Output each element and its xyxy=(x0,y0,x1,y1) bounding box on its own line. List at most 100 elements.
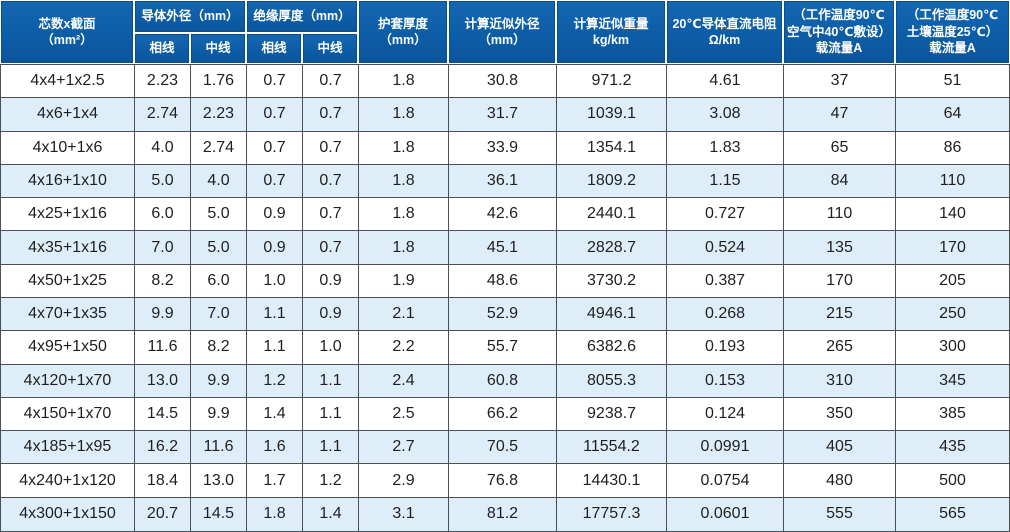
table-cell: 0.193 xyxy=(667,331,784,365)
header-line: 绝缘厚度（mm） xyxy=(253,9,351,24)
table-cell: 4.0 xyxy=(191,164,247,199)
table-cell: 4x240+1x120 xyxy=(1,464,135,498)
table-cell: 170 xyxy=(896,231,1009,265)
table-cell: 4x185+1x95 xyxy=(1,431,135,465)
table-cell: 51 xyxy=(896,65,1009,99)
table-cell: 170 xyxy=(784,264,896,298)
table-cell: 36.1 xyxy=(449,164,557,199)
table-cell: 0.7 xyxy=(247,65,303,99)
table-cell: 30.8 xyxy=(449,65,557,99)
table-cell: 3.1 xyxy=(359,497,449,531)
table-cell: 9.9 xyxy=(191,397,247,432)
table-cell: 4x150+1x70 xyxy=(1,397,135,432)
table-cell: 1.8 xyxy=(359,164,449,199)
table-cell: 1.76 xyxy=(191,65,247,99)
header-line: 芯数x截面 xyxy=(38,16,96,31)
table-cell: 0.0754 xyxy=(667,464,784,498)
table-cell: 0.7 xyxy=(303,65,359,99)
header-dc-resistance: 20℃导体直流电阻 Ω/km xyxy=(666,0,783,64)
header-phase-wire: 相线 xyxy=(134,33,190,64)
table-cell: 17757.3 xyxy=(557,497,667,531)
table-cell: 4.61 xyxy=(667,65,784,99)
table-header: 芯数x截面 （mm²） 导体外径（mm） 绝缘厚度（mm） 相线 中线 相线 中… xyxy=(0,0,1010,64)
table-cell: 480 xyxy=(784,464,896,498)
table-cell: 1.4 xyxy=(303,497,359,531)
table-cell: 1.83 xyxy=(667,131,784,165)
table-cell: 81.2 xyxy=(449,497,557,531)
table-cell: 0.7 xyxy=(247,98,303,132)
table-cell: 3.08 xyxy=(667,98,784,132)
table-cell: 1.0 xyxy=(303,331,359,365)
table-cell: 8.2 xyxy=(135,264,191,298)
table-cell: 2.5 xyxy=(359,397,449,432)
header-line: 相线 xyxy=(149,41,175,56)
table-cell: 60.8 xyxy=(449,364,557,398)
header-line: 计算近似外径 xyxy=(464,16,540,31)
table-cell: 14.5 xyxy=(135,397,191,432)
table-cell: 2440.1 xyxy=(557,198,667,232)
table-cell: 20.7 xyxy=(135,497,191,531)
table-cell: 1.1 xyxy=(303,397,359,432)
table-cell: 215 xyxy=(784,297,896,332)
header-line: 导体外径（mm） xyxy=(141,9,239,24)
table-cell: 971.2 xyxy=(557,65,667,99)
table-cell: 9.9 xyxy=(191,364,247,398)
header-insulation-group: 绝缘厚度（mm） xyxy=(246,0,358,33)
table-cell: 405 xyxy=(784,431,896,465)
table-cell: 31.7 xyxy=(449,98,557,132)
header-line: 载流量A xyxy=(929,41,976,56)
table-cell: 37 xyxy=(784,65,896,99)
table-cell: 2.23 xyxy=(191,98,247,132)
header-line: 相线 xyxy=(261,41,287,56)
table-cell: 140 xyxy=(896,198,1009,232)
header-line: 载流量A xyxy=(815,41,863,56)
table-cell: 0.7 xyxy=(303,231,359,265)
table-cell: 4x25+1x16 xyxy=(1,198,135,232)
table-body: 4x4+1x2.5 2.23 1.76 0.7 0.7 1.8 30.8 971.2 4.61 3… xyxy=(0,64,1010,532)
table-cell: 350 xyxy=(784,397,896,432)
header-line: kg/km xyxy=(592,33,630,47)
table-cell: 0.7 xyxy=(247,164,303,199)
table-cell: 0.153 xyxy=(667,364,784,398)
header-line: 土壤温度25℃） xyxy=(906,24,999,39)
table-cell: 4x4+1x2.5 xyxy=(1,65,135,99)
table-cell: 1809.2 xyxy=(557,164,667,199)
table-cell: 1.0 xyxy=(247,264,303,298)
table-cell: 11.6 xyxy=(135,331,191,365)
table-cell: 52.9 xyxy=(449,297,557,332)
table-cell: 1.8 xyxy=(359,65,449,99)
header-line: （mm） xyxy=(379,33,427,47)
table-cell: 0.0991 xyxy=(667,431,784,465)
table-cell: 0.9 xyxy=(247,198,303,232)
table-cell: 86 xyxy=(896,131,1009,165)
table-cell: 1.8 xyxy=(247,497,303,531)
table-cell: 9.9 xyxy=(135,297,191,332)
table-cell: 0.0601 xyxy=(667,497,784,531)
table-cell: 0.727 xyxy=(667,198,784,232)
table-cell: 14430.1 xyxy=(557,464,667,498)
table-cell: 565 xyxy=(896,497,1009,531)
table-cell: 11.6 xyxy=(191,431,247,465)
table-cell: 2.9 xyxy=(359,464,449,498)
table-cell: 6382.6 xyxy=(557,331,667,365)
table-cell: 55.7 xyxy=(449,331,557,365)
table-cell: 45.1 xyxy=(449,231,557,265)
table-cell: 13.0 xyxy=(135,364,191,398)
table-cell: 0.7 xyxy=(247,131,303,165)
table-cell: 0.524 xyxy=(667,231,784,265)
header-ampacity-air: （工作温度90℃ 空气中40℃敷设） 载流量A xyxy=(783,0,895,64)
header-line: 20℃导体直流电阻 xyxy=(672,16,777,31)
table-cell: 0.7 xyxy=(303,131,359,165)
header-line: 空气中40℃敷设） xyxy=(786,24,892,39)
table-cell: 345 xyxy=(896,364,1009,398)
table-cell: 64 xyxy=(896,98,1009,132)
table-cell: 5.0 xyxy=(191,198,247,232)
table-cell: 0.9 xyxy=(303,297,359,332)
table-cell: 0.9 xyxy=(247,231,303,265)
table-cell: 0.9 xyxy=(303,264,359,298)
header-line: （mm²） xyxy=(41,33,93,47)
table-cell: 66.2 xyxy=(449,397,557,432)
header-line: 计算近似重量 xyxy=(573,16,649,31)
table-cell: 110 xyxy=(784,198,896,232)
table-cell: 2.2 xyxy=(359,331,449,365)
